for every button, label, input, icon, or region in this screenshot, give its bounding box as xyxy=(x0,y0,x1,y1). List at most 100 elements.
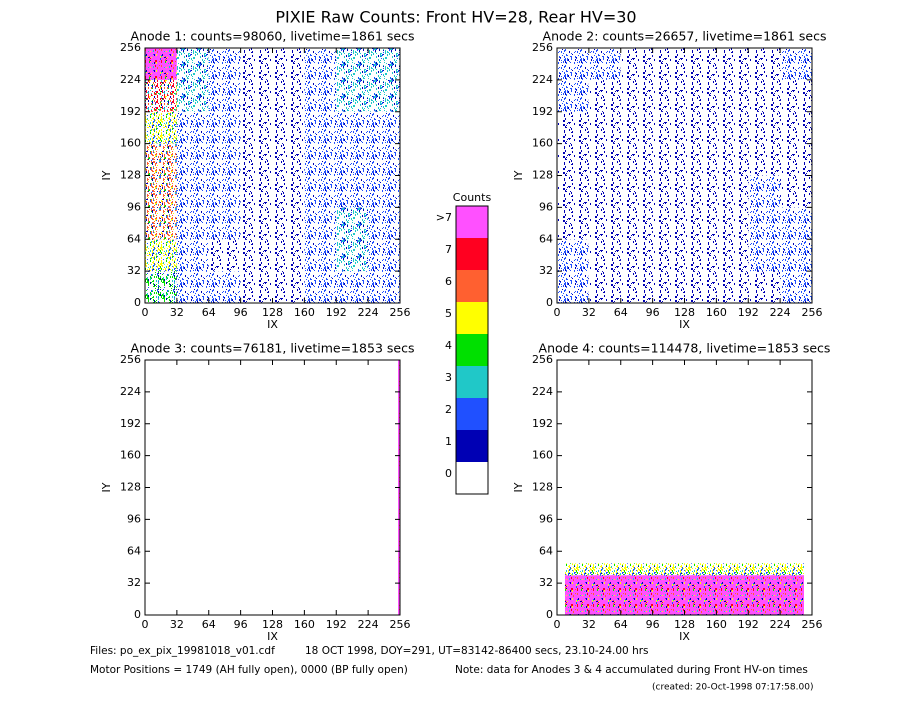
heat-cell xyxy=(780,271,812,303)
colorbar-frame xyxy=(455,205,489,495)
heat-cell xyxy=(272,48,305,80)
x-tick-label: 160 xyxy=(294,618,315,631)
colorbar-title: Counts xyxy=(453,191,492,204)
heat-cell xyxy=(240,48,273,80)
y-tick-label: 32 xyxy=(539,576,553,589)
footer-motor: Motor Positions = 1749 (AH fully open), … xyxy=(90,664,408,676)
heat-cell xyxy=(716,111,749,144)
colorbar-box xyxy=(456,270,488,302)
colorbar-label: 0 xyxy=(445,467,452,480)
heat-cell xyxy=(304,143,337,176)
x-tick-label: 0 xyxy=(142,306,149,319)
heat-cell xyxy=(145,48,177,80)
x-tick-label: 192 xyxy=(738,306,759,319)
y-tick-label: 224 xyxy=(120,385,141,398)
x-axis-label: IX xyxy=(679,318,690,331)
colorbar-box xyxy=(456,366,488,398)
heat-cell xyxy=(145,175,177,208)
heat-cell xyxy=(304,48,337,80)
heat-cell xyxy=(176,271,209,303)
heat-cell xyxy=(748,239,781,272)
heat-cell xyxy=(368,48,400,80)
heat-cell xyxy=(748,79,781,112)
heat-cell xyxy=(588,143,621,176)
heat-cell xyxy=(684,239,717,272)
y-tick-label: 192 xyxy=(532,417,553,430)
heat-cell xyxy=(780,48,812,80)
heat-cell xyxy=(748,207,781,240)
heat-cell xyxy=(304,207,337,240)
heat-cell xyxy=(557,239,589,272)
heat-cell xyxy=(145,143,177,176)
y-tick-label: 256 xyxy=(120,41,141,54)
y-tick-label: 224 xyxy=(532,73,553,86)
colorbar-label: 2 xyxy=(445,403,452,416)
heat-cell xyxy=(304,271,337,303)
heat-cell xyxy=(652,175,685,208)
heat-cell xyxy=(145,207,177,240)
y-tick-label: 160 xyxy=(532,137,553,150)
x-tick-label: 224 xyxy=(358,618,379,631)
heat-cell xyxy=(748,271,781,303)
heat-cell xyxy=(748,111,781,144)
heat-cell xyxy=(336,48,369,80)
x-tick-label: 32 xyxy=(170,306,184,319)
heat-cell xyxy=(780,79,812,112)
x-tick-label: 160 xyxy=(706,306,727,319)
heat-cell xyxy=(272,111,305,144)
heat-cell xyxy=(564,360,805,564)
heat-cell xyxy=(176,239,209,272)
heat-cell xyxy=(620,48,653,80)
heat-cell xyxy=(652,79,685,112)
y-tick-label: 96 xyxy=(127,200,141,213)
y-axis-label: IY xyxy=(100,170,113,180)
heat-cell xyxy=(684,143,717,176)
heat-cell xyxy=(620,271,653,303)
heat-cell xyxy=(620,207,653,240)
y-axis-label: IY xyxy=(100,482,113,492)
x-tick-label: 96 xyxy=(234,306,248,319)
heat-cell xyxy=(240,175,273,208)
y-tick-label: 64 xyxy=(539,544,553,557)
heat-cell xyxy=(684,271,717,303)
y-tick-label: 256 xyxy=(532,353,553,366)
heat-cell xyxy=(145,111,177,144)
heat-cell xyxy=(716,239,749,272)
x-tick-label: 256 xyxy=(390,618,411,631)
heat-cell xyxy=(652,271,685,303)
panel-title: Anode 1: counts=98060, livetime=1861 sec… xyxy=(131,29,415,44)
heat-cell xyxy=(368,271,400,303)
heat-cell xyxy=(368,175,400,208)
heat-cell xyxy=(557,175,589,208)
heat-cell xyxy=(716,48,749,80)
heat-cell xyxy=(557,143,589,176)
heat-cell xyxy=(780,239,812,272)
footer-files: Files: po_ex_pix_19981018_v01.cdf xyxy=(90,645,275,657)
colorbar-box xyxy=(456,334,488,366)
y-tick-label: 0 xyxy=(546,296,553,309)
heat-cell xyxy=(557,207,589,240)
x-tick-label: 224 xyxy=(358,306,379,319)
heat-cell xyxy=(652,239,685,272)
heat-cell xyxy=(336,111,369,144)
heat-cell xyxy=(748,143,781,176)
heat-cell xyxy=(620,111,653,144)
y-tick-label: 96 xyxy=(127,512,141,525)
heat-cell xyxy=(652,207,685,240)
heat-cell xyxy=(368,239,400,272)
y-tick-label: 160 xyxy=(120,449,141,462)
heat-cell xyxy=(620,175,653,208)
y-tick-label: 64 xyxy=(539,232,553,245)
heat-cell xyxy=(145,239,177,272)
x-tick-label: 0 xyxy=(554,618,561,631)
heat-cell xyxy=(564,575,805,615)
heat-cell xyxy=(557,271,589,303)
y-tick-label: 128 xyxy=(120,169,141,182)
heat-cell xyxy=(208,143,241,176)
heat-cell xyxy=(336,143,369,176)
heat-cell xyxy=(208,111,241,144)
heat-cell xyxy=(620,239,653,272)
heat-cell xyxy=(564,563,805,576)
y-tick-label: 64 xyxy=(127,232,141,245)
